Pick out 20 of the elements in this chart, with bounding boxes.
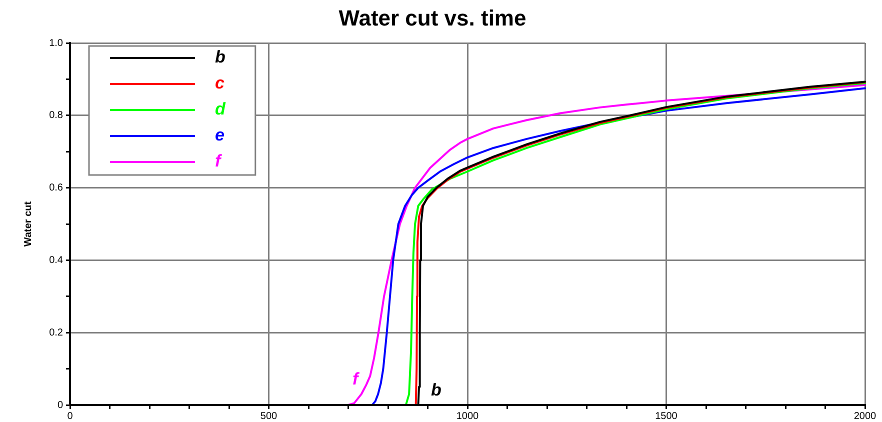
annotation: b (431, 380, 442, 400)
legend-label: e (215, 126, 224, 145)
y-tick-label: 0.4 (49, 254, 64, 266)
legend-label: b (215, 48, 226, 67)
y-tick-label: 0.8 (49, 110, 64, 122)
annotation: f (352, 370, 360, 389)
y-tick-label: 1.0 (49, 38, 64, 49)
y-tick-label: 0.2 (49, 327, 64, 338)
y-tick-label: 0 (57, 400, 64, 411)
chart-title: Water cut vs. time (338, 5, 526, 30)
x-tick-label: 1000 (456, 410, 480, 422)
legend-label: c (215, 74, 225, 93)
x-tick-label: 1500 (655, 410, 678, 422)
x-tick-label: 500 (260, 410, 278, 422)
x-tick-label: 2000 (854, 410, 877, 422)
legend-label: f (215, 152, 223, 171)
x-tick-label: 0 (67, 410, 74, 422)
legend-label: d (215, 100, 226, 119)
y-axis-title: Water cut (22, 200, 34, 247)
y-tick-label: 0.6 (49, 182, 64, 194)
